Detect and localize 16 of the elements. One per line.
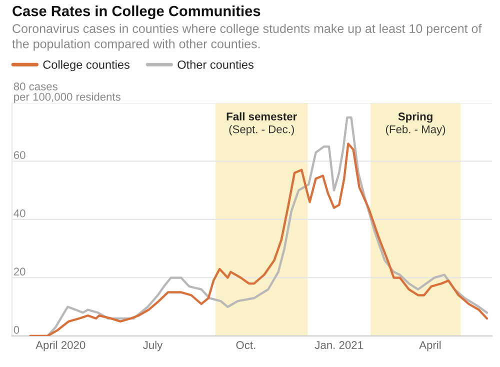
y-tick-label: 0 xyxy=(14,326,20,334)
legend-label: Other counties xyxy=(178,60,254,69)
x-tick-label: April 2020 xyxy=(36,340,86,352)
x-tick-label: Jan. 2021 xyxy=(314,341,363,350)
x-tick-label: July xyxy=(143,340,163,352)
chart-title: Case Rates in College Communities xyxy=(12,6,260,20)
x-tick-label: April xyxy=(419,340,441,352)
y-tick-label: 80 cases per 100,000 residents xyxy=(14,82,120,103)
y-tick-label: 60 xyxy=(14,151,26,160)
band-label: Spring (Feb. - May) xyxy=(386,112,446,136)
band-label: Fall semester (Sept. - Dec.) xyxy=(226,112,297,136)
legend-label: College counties xyxy=(43,60,130,72)
chart-subtitle: Coronavirus cases in counties where college students make up at least 10 percent of the population compared with other counties. xyxy=(12,24,482,51)
x-tick-label: Oct. xyxy=(236,341,256,350)
y-tick-label: 20 xyxy=(14,268,26,276)
y-tick-label: 40 xyxy=(14,209,26,218)
